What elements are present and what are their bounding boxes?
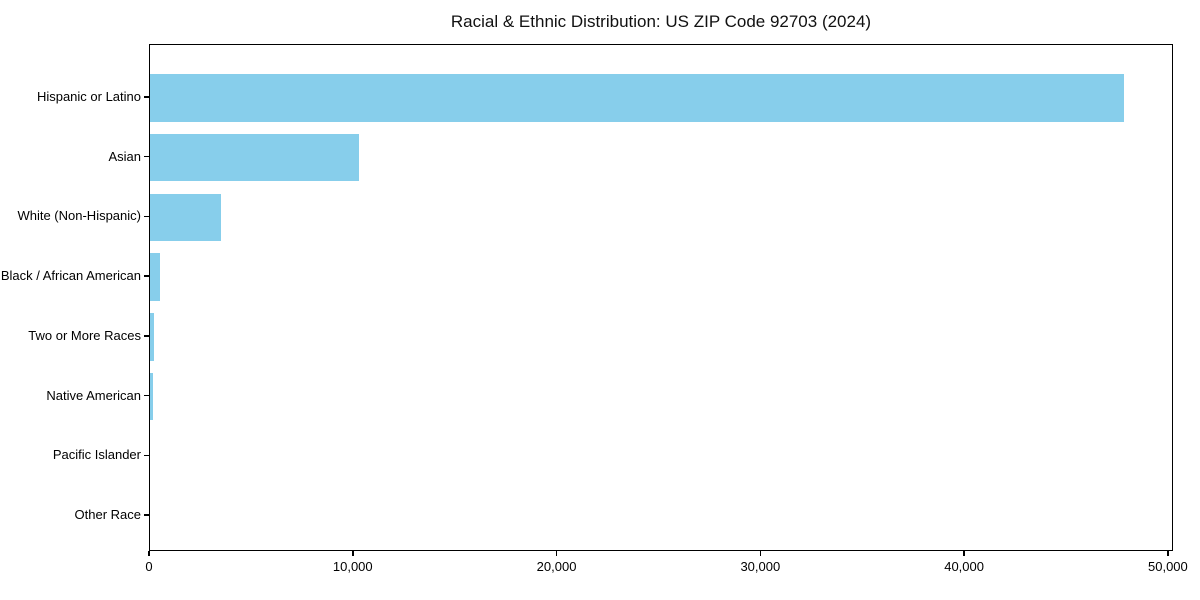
bar-white-non-hispanic — [150, 193, 222, 242]
chart-title: Racial & Ethnic Distribution: US ZIP Cod… — [450, 12, 872, 31]
y-tick-mark — [144, 335, 149, 337]
category-label-native-american: Native American — [46, 387, 141, 403]
x-tick-mark — [963, 551, 965, 556]
bar-native-american — [150, 372, 154, 421]
category-label-black-african-american: Black / African American — [0, 268, 141, 284]
category-label-other-race: Other Race — [74, 506, 141, 522]
bar-two-or-more-races — [150, 313, 155, 361]
bar-hispanic-or-latino — [150, 74, 1125, 122]
y-tick-mark — [144, 275, 149, 277]
x-tick-label: 50,000 — [1148, 559, 1188, 574]
y-tick-mark — [144, 96, 149, 98]
x-tick-label: 30,000 — [740, 559, 781, 574]
x-tick-label: 20,000 — [536, 559, 577, 574]
x-tick-mark — [148, 551, 150, 556]
y-tick-mark — [144, 394, 149, 397]
x-tick-mark — [555, 551, 558, 556]
bar-asian — [150, 133, 360, 182]
bar-black-african-american — [150, 253, 161, 301]
category-label-asian: Asian — [108, 148, 141, 164]
category-label-two-or-more-races: Two or More Races — [28, 327, 141, 343]
y-tick-mark — [144, 155, 149, 158]
y-tick-mark — [144, 454, 149, 456]
category-label-pacific-islander: Pacific Islander — [52, 447, 141, 463]
y-tick-mark — [144, 514, 149, 516]
category-label-white-non-hispanic: White (Non-Hispanic) — [17, 208, 141, 224]
x-tick-mark — [1167, 551, 1169, 556]
y-tick-mark — [144, 215, 149, 218]
plot-area — [149, 44, 1173, 551]
x-tick-mark — [352, 551, 354, 556]
x-tick-label: 0 — [145, 559, 153, 574]
category-label-hispanic-or-latino: Hispanic or Latino — [36, 89, 141, 104]
x-tick-label: 40,000 — [944, 559, 984, 574]
x-tick-mark — [759, 551, 762, 556]
x-tick-label: 10,000 — [332, 559, 373, 574]
